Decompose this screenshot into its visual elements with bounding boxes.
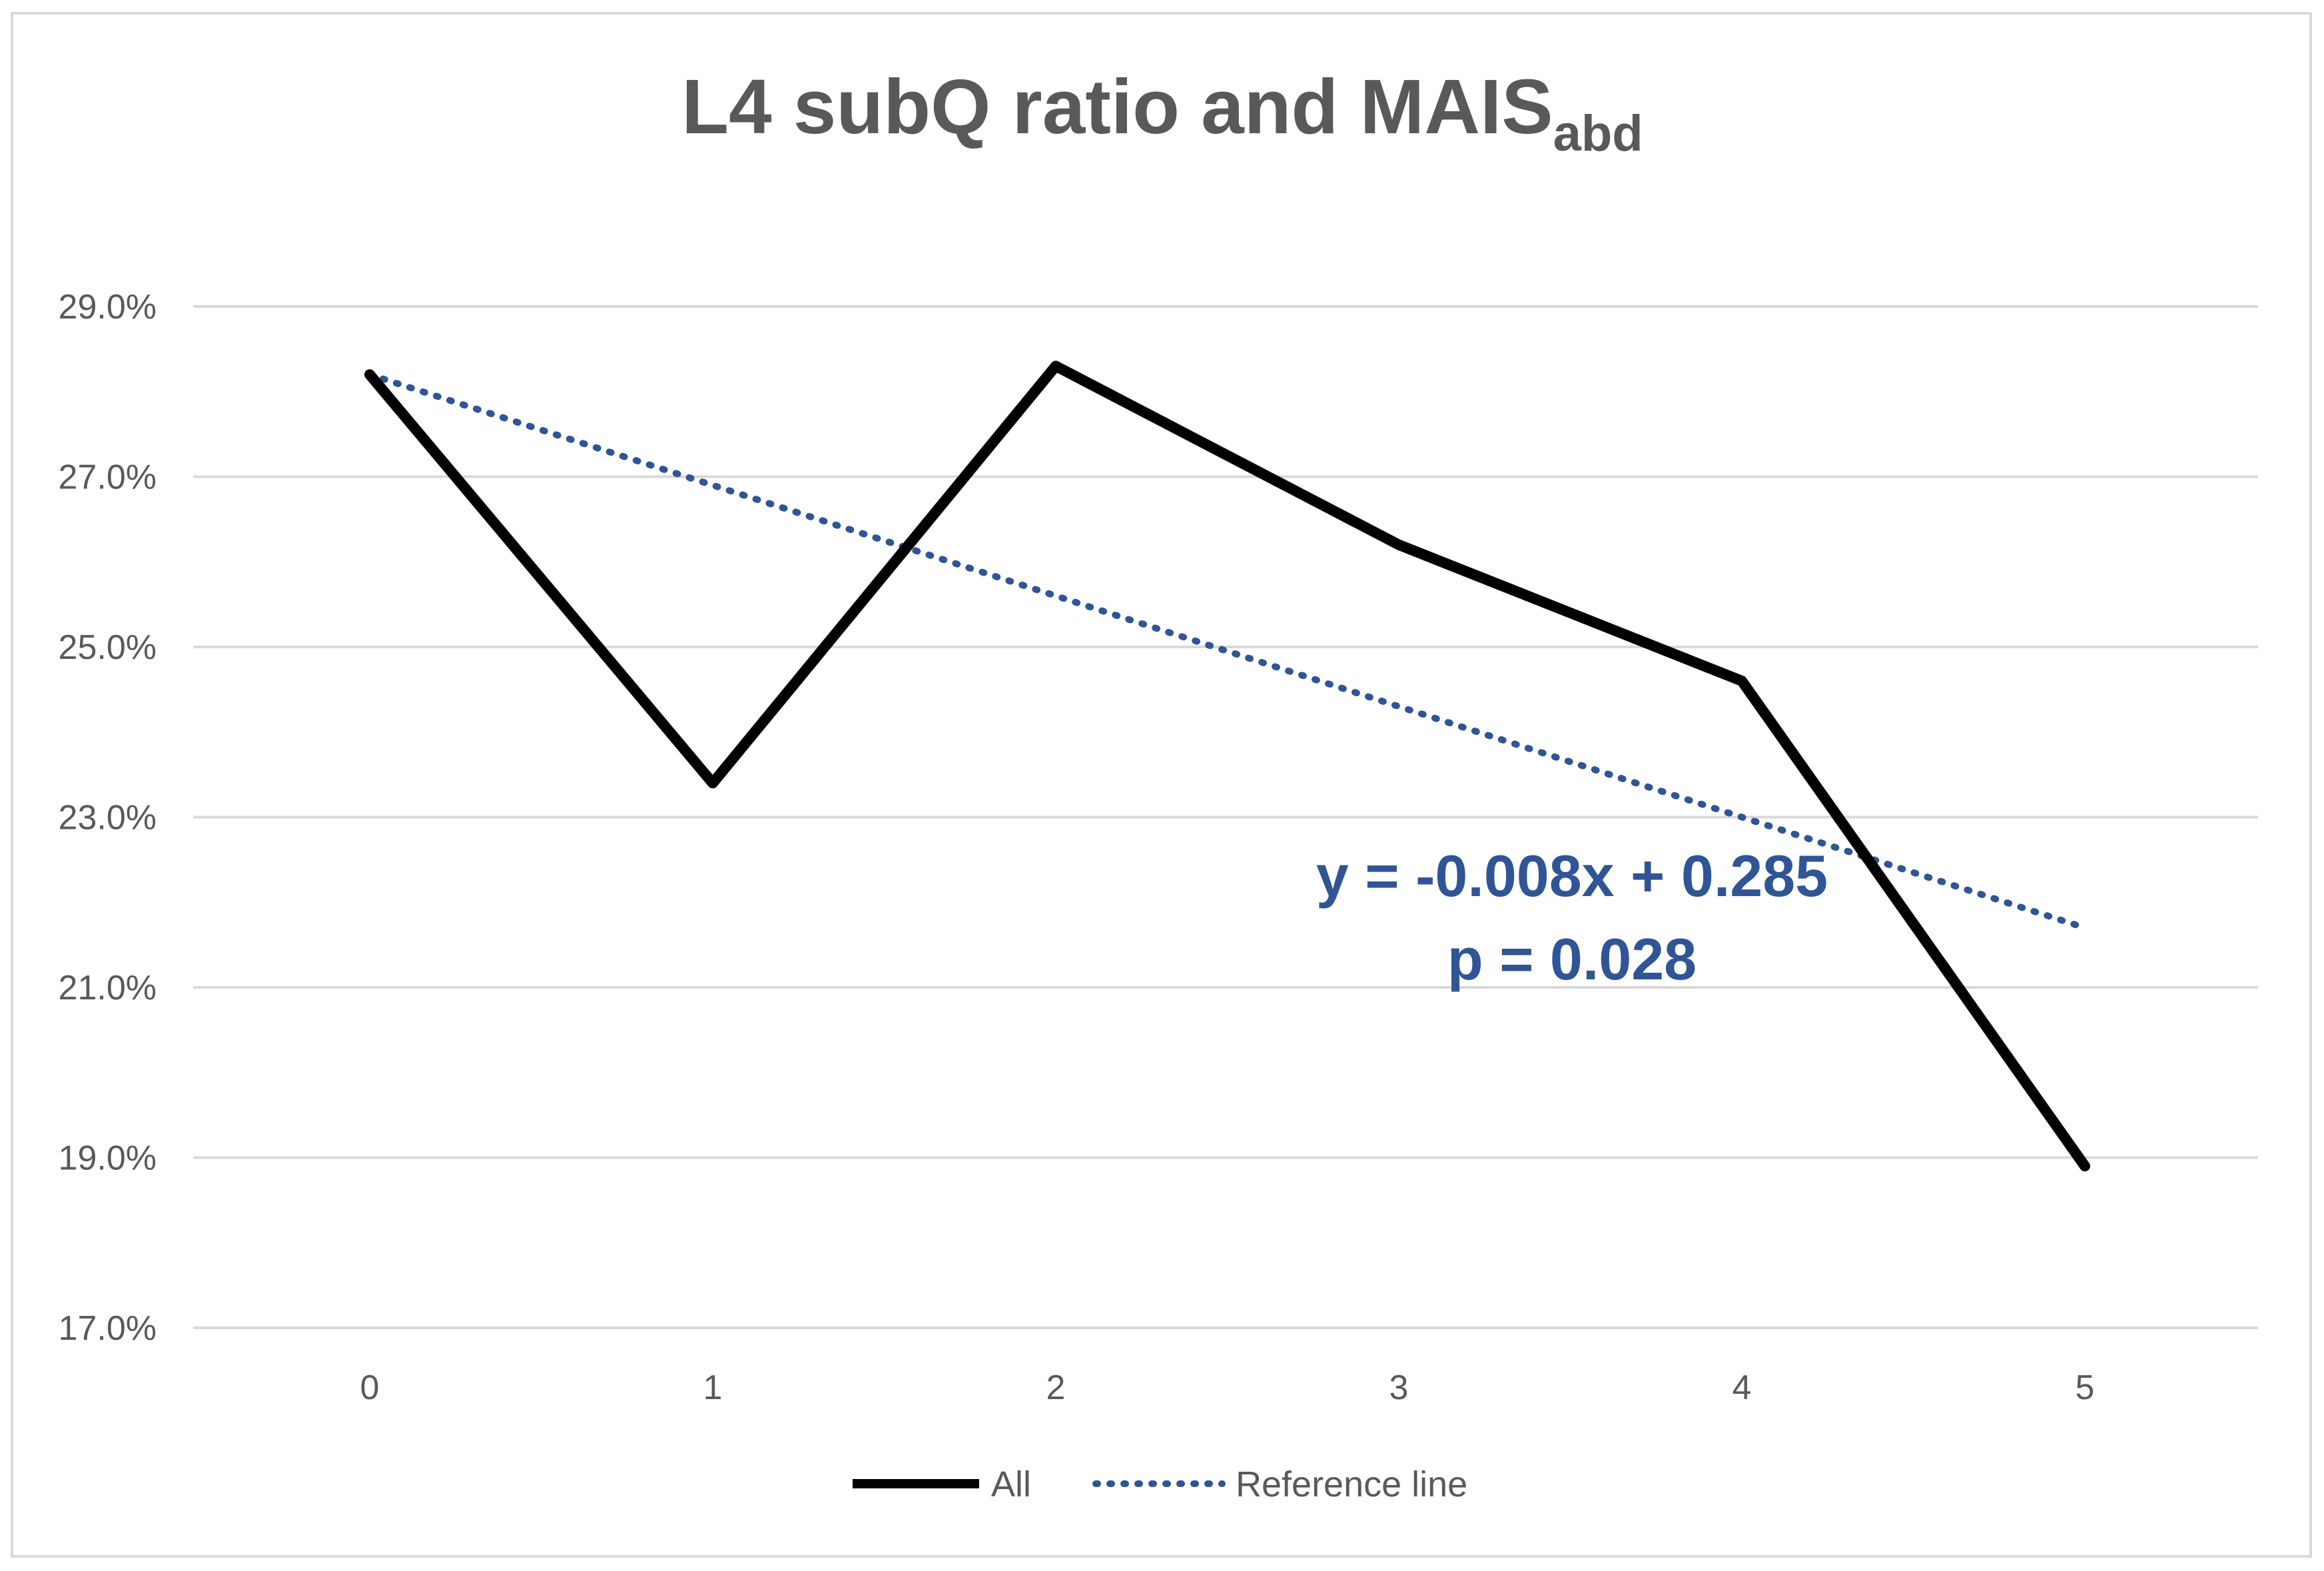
series-layer: [364, 360, 2090, 1172]
data-point: [1055, 595, 1056, 596]
chart-title-subscript: abd: [1553, 105, 1643, 162]
y-tick-label: 23.0%: [59, 799, 157, 837]
y-tick-label: 25.0%: [59, 628, 157, 667]
data-point: [712, 484, 713, 486]
data-point: [712, 782, 713, 784]
data-point: [2084, 927, 2086, 929]
data-point: [369, 374, 370, 375]
data-point: [2084, 1165, 2086, 1167]
trendline-annotation: y = -0.008x + 0.285 p = 0.028: [1316, 843, 1828, 992]
chart-frame: [11, 12, 2312, 1558]
x-axis-tick-labels: 0 1 2 3 4 5: [360, 1368, 2095, 1407]
x-tick-label: 0: [360, 1368, 380, 1407]
x-tick-label: 4: [1733, 1368, 1752, 1407]
regression-equation: y = -0.008x + 0.285: [1316, 843, 1828, 909]
gridlines: [193, 305, 2258, 1329]
data-point: [1741, 817, 1743, 818]
y-axis-tick-labels: 17.0% 19.0% 21.0% 23.0% 25.0% 27.0% 29.0%: [59, 288, 157, 1348]
y-tick-label: 29.0%: [59, 288, 157, 326]
data-point: [1741, 680, 1743, 682]
y-tick-label: 21.0%: [59, 969, 157, 1007]
y-tick-label: 17.0%: [59, 1309, 157, 1348]
series-line-all: [364, 360, 2090, 1172]
chart-title: L4 subQ ratio and MAISabd: [681, 63, 1643, 162]
x-tick-label: 2: [1046, 1368, 1066, 1407]
x-tick-label: 3: [1389, 1368, 1409, 1407]
legend: All Reference line: [853, 1464, 1467, 1504]
chart-title-main: L4 subQ ratio and MAIS: [681, 63, 1553, 150]
data-point: [1055, 365, 1056, 366]
x-tick-label: 1: [703, 1368, 723, 1407]
legend-label-reference-line: Reference line: [1236, 1464, 1467, 1504]
legend-label-all: All: [991, 1464, 1031, 1504]
y-tick-label: 27.0%: [59, 458, 157, 497]
data-point: [1398, 706, 1399, 707]
y-tick-label: 19.0%: [59, 1139, 157, 1178]
p-value: p = 0.028: [1447, 926, 1697, 992]
series-line-reference-line: [366, 371, 2088, 931]
x-tick-label: 5: [2076, 1368, 2095, 1407]
data-point: [1398, 544, 1399, 546]
